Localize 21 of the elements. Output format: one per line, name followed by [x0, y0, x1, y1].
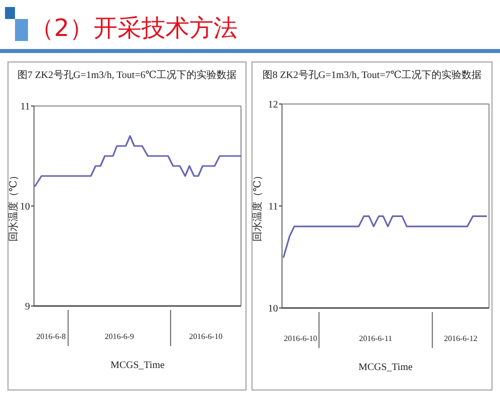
y-tick-label: 11	[268, 202, 278, 212]
y-tick-label: 10	[268, 304, 278, 314]
y-tick-label: 9	[25, 302, 30, 312]
y-axis-title: 回水温度（℃）	[8, 170, 20, 242]
y-tick-label: 12	[268, 100, 278, 110]
line-series	[34, 135, 242, 187]
y-tick-label: 10	[20, 202, 30, 212]
x-axis-title: MCGS_Time	[110, 360, 166, 371]
x-tick-label: 2016-6-8	[36, 332, 66, 341]
chart-title: 图8 ZK2号孔G=1m3/h, Tout=7℃工况下的实验数据	[262, 69, 482, 81]
x-tick-label: 2016-6-10	[189, 332, 222, 341]
y-tick-label: 11	[20, 102, 30, 112]
x-tick-label: 2016-6-9	[104, 332, 134, 341]
text: （2）开采技术方法	[30, 14, 238, 42]
x-tick-label: 2016-6-10	[284, 334, 318, 343]
line-series	[282, 215, 488, 258]
x-tick-label: 2016-6-12	[444, 334, 478, 343]
x-tick-label: 2016-6-11	[359, 334, 392, 343]
y-axis-title: 回水温度（℃）	[252, 170, 264, 242]
x-axis-title: MCGS_Time	[358, 362, 414, 373]
chart-title: 图7 ZK2号孔G=1m3/h, Tout=6℃工况下的实验数据	[17, 69, 237, 81]
